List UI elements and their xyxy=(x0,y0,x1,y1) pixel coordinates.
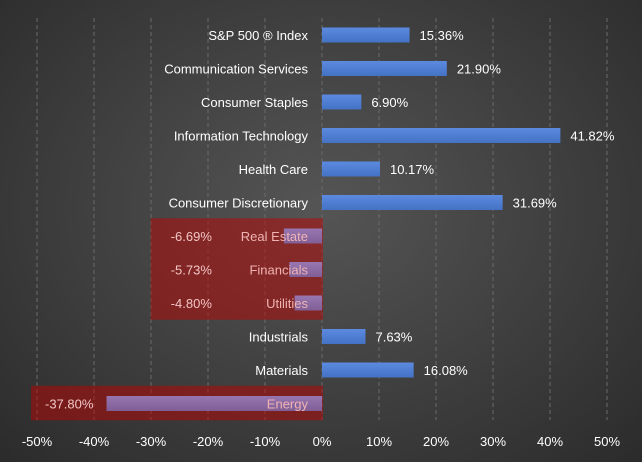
bar xyxy=(322,27,410,43)
x-tick-label: 10% xyxy=(366,434,392,449)
value-label: -5.73% xyxy=(171,263,213,278)
x-tick-label: 0% xyxy=(313,434,332,449)
value-label: -4.80% xyxy=(171,296,213,311)
value-label: 15.36% xyxy=(420,28,465,43)
value-label: 6.90% xyxy=(371,95,408,110)
bar xyxy=(322,94,362,110)
category-label: Health Care xyxy=(239,162,308,177)
category-label: Information Technology xyxy=(174,129,309,144)
x-tick-label: 40% xyxy=(537,434,563,449)
value-label: 10.17% xyxy=(390,162,435,177)
bar xyxy=(322,128,561,143)
negative-highlights xyxy=(31,218,323,421)
gridlines xyxy=(36,18,608,420)
bar xyxy=(106,396,322,411)
bar xyxy=(322,161,380,177)
category-label: Financials xyxy=(249,263,308,278)
category-label: Materials xyxy=(255,363,308,378)
x-tick-label: 20% xyxy=(423,434,449,449)
value-label: -6.69% xyxy=(171,229,213,244)
category-label: Industrials xyxy=(249,330,309,345)
x-tick-label: -10% xyxy=(250,434,281,449)
category-label: Real Estate xyxy=(241,229,308,244)
x-tick-label: -50% xyxy=(22,434,53,449)
value-label: 31.69% xyxy=(513,196,558,211)
labels: S&P 500 ® Index 15.36% Communication Servi… xyxy=(45,28,615,412)
x-tick-label: -30% xyxy=(136,434,167,449)
value-label: 7.63% xyxy=(375,330,412,345)
x-tick-label: -20% xyxy=(193,434,224,449)
bar xyxy=(294,295,322,311)
x-tick-label: -40% xyxy=(79,434,110,449)
category-label: S&P 500 ® Index xyxy=(208,28,308,43)
bar xyxy=(283,228,322,244)
value-label: 41.82% xyxy=(570,129,615,144)
value-label: 16.08% xyxy=(424,363,469,378)
bar xyxy=(322,195,503,210)
category-label: Communication Services xyxy=(164,62,308,77)
category-label: Energy xyxy=(267,397,309,412)
bar xyxy=(289,262,322,277)
bars xyxy=(106,27,561,411)
x-tick-label: 50% xyxy=(594,434,620,449)
category-label: Consumer Staples xyxy=(201,95,308,110)
value-label: -37.80% xyxy=(45,397,94,412)
bar xyxy=(322,329,366,344)
bar xyxy=(322,362,414,378)
value-label: 21.90% xyxy=(457,62,502,77)
x-tick-label: 30% xyxy=(480,434,506,449)
bar xyxy=(322,61,447,76)
category-label: Consumer Discretionary xyxy=(169,196,309,211)
x-axis: -50% -40% -30% -20% -10% 0% 10% 20% 30% 40% 50% xyxy=(22,434,621,449)
category-label: Utilities xyxy=(266,296,308,311)
